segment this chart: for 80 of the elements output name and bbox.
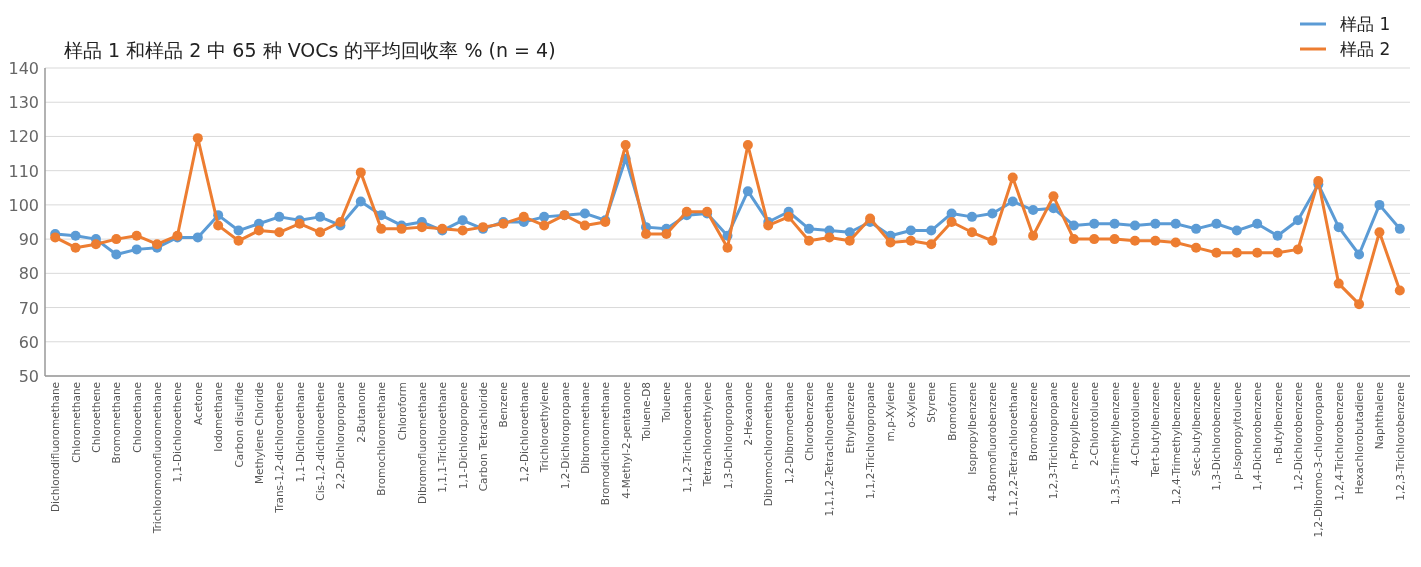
x-tick-label: 1,2-Dichlorobenzene (1291, 382, 1304, 491)
x-tick-label: 2-Butanone (354, 382, 367, 443)
x-tick-label: 1,1-Dichloropropene (456, 382, 469, 490)
x-tick-label: Dibromochloromethane (762, 382, 775, 507)
x-tick-label: 1,2-Dibromo-3-chloropropane (1312, 382, 1325, 538)
x-tick-label: Tert-butylbenzene (1149, 382, 1162, 478)
x-tick-label: Bromobenzene (1027, 382, 1040, 462)
x-tick-label: Chloroform (395, 382, 408, 441)
x-tick-label: Ethylbenzene (843, 382, 856, 454)
x-tick-label: 4-Bromofluorobenzene (986, 382, 999, 502)
x-tick-label: Methylene Chloride (252, 382, 265, 485)
x-tick-label: 1,3-Dichlorobenzene (1210, 382, 1223, 491)
y-tick-label: 120 (8, 127, 39, 147)
x-tick-label: Sec-butylbenzene (1190, 382, 1203, 477)
x-tick-label: n-Propylbenzene (1067, 382, 1080, 470)
legend-label: 样品 2 (1340, 39, 1391, 59)
x-tick-label: 1,4-Dichlorobenzene (1251, 382, 1264, 491)
x-tick-label: Naphthalene (1373, 382, 1386, 450)
x-tick-label: Trichloromonofluoromethane (151, 382, 164, 535)
x-tick-label: Cis-1,2-dichloroethene (314, 382, 327, 501)
x-tick-label: 1,2,4-Trichlorobenzene (1332, 382, 1345, 501)
y-tick-label: 90 (18, 230, 39, 250)
x-tick-label: 1,2,4-Trimethylbenzene (1169, 382, 1182, 506)
y-tick-label: 70 (18, 298, 39, 318)
x-tick-label: Chloroethane (130, 382, 143, 453)
x-tick-label: Trichloroethylene (538, 382, 551, 474)
x-tick-label: Bromochloromethane (375, 382, 388, 496)
x-tick-label: 1,3,5-Trimethylbenzene (1108, 382, 1121, 506)
y-tick-label: 110 (8, 161, 39, 181)
x-tick-label: 4-Methyl-2-pentanone (619, 382, 632, 499)
x-tick-label: Chloroethene (89, 382, 102, 453)
x-tick-label: 1,1,2-Trichloropropane (864, 382, 877, 500)
x-tick-label: 4-Chlorotoluene (1128, 382, 1141, 466)
x-tick-label: Isopropylbenzene (965, 382, 978, 475)
x-tick-label: 1,2-Dichloroethane (517, 382, 530, 483)
chart-title: 样品 1 和样品 2 中 65 种 VOCs 的平均回收率 % (n = 4) (64, 39, 556, 61)
x-tick-label: 2-Chlorotoluene (1088, 382, 1101, 466)
x-tick-label: Bromoform (945, 382, 958, 441)
x-tick-label: 1,1,2-Trichloroethane (680, 382, 693, 493)
x-tick-label: n-Butylbenzene (1271, 382, 1284, 465)
y-tick-label: 130 (8, 93, 39, 113)
x-tick-label: 1,1,1-Trichloroethane (436, 382, 449, 493)
x-tick-label: 1,2-Dibromoethane (782, 382, 795, 485)
x-tick-label: Toluene (660, 382, 673, 424)
x-tick-label: 1,1,2,2-Tetrachloroethane (1006, 382, 1019, 517)
x-tick-label: 1,2-Dichloropropane (558, 382, 571, 490)
x-tick-label: Trans-1,2-dichloroethene (273, 382, 286, 514)
x-tick-label: Toluene-D8 (640, 382, 653, 442)
x-tick-label: Dibromomethane (578, 382, 591, 474)
x-tick-label: Bromodichloromethane (599, 382, 612, 506)
x-tick-label: 2-Hexanone (741, 382, 754, 446)
x-tick-label: Iodomethane (212, 382, 225, 452)
x-tick-label: 1,2,3-Trichloropropane (1047, 382, 1060, 500)
y-tick-label: 80 (18, 264, 39, 284)
legend-label: 样品 1 (1340, 14, 1391, 34)
x-tick-label: 1,1,1,2-Tetrachloroethane (823, 382, 836, 517)
x-tick-label: m,p-Xylene (884, 382, 897, 442)
x-tick-label: Carbon Tetrachloride (477, 382, 490, 492)
x-tick-label: Tetrachloroethylene (701, 382, 714, 488)
y-tick-label: 140 (8, 59, 39, 78)
x-tick-label: Dibromofluoromethane (415, 382, 428, 505)
x-tick-label: Benzene (497, 382, 510, 428)
x-tick-label: Bromomethane (110, 382, 123, 464)
x-tick-label: Chlorobenzene (802, 382, 815, 461)
x-tick-label: p-Isopropyltoluene (1230, 382, 1243, 481)
y-tick-label: 50 (18, 367, 39, 386)
y-tick-label: 60 (18, 332, 39, 352)
x-tick-label: Styrene (925, 382, 938, 423)
x-tick-label: Carbon disulfide (232, 382, 245, 468)
x-tick-label: Dichlorodifluoromethane (49, 382, 62, 513)
x-tick-label: Acetone (191, 382, 204, 425)
x-tick-label: Chloromethane (69, 382, 82, 463)
y-tick-label: 100 (8, 195, 39, 215)
x-tick-label: 1,2,3-Trichlorobenzene (1393, 382, 1406, 501)
x-tick-label: 1,3-Dichloropropane (721, 382, 734, 490)
x-tick-label: Hexachlorobutadiene (1353, 382, 1366, 495)
x-tick-label: 2,2-Dichloropropane (334, 382, 347, 490)
x-tick-label: 1,1-Dichloroethene (171, 382, 184, 483)
x-tick-label: o-Xylene (904, 382, 917, 428)
x-tick-label: 1,1-Dichloroethane (293, 382, 306, 483)
